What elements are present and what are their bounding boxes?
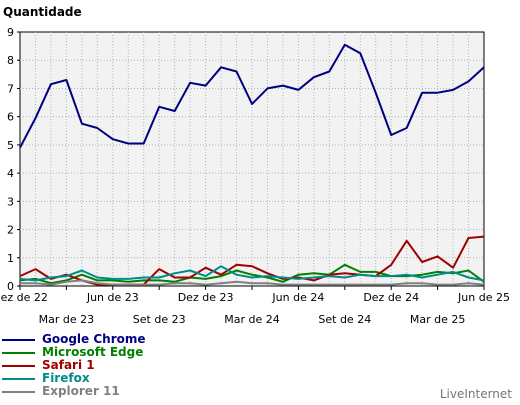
y-tick-label: 4: [7, 167, 14, 180]
chart-title: Quantidade: [3, 5, 82, 19]
x-tick-label: Mar de 24: [224, 313, 280, 326]
legend-label: Safari 1: [42, 358, 95, 372]
y-tick-label: 9: [7, 26, 14, 39]
y-tick-label: 2: [7, 224, 14, 237]
x-tick-label: Dez de 24: [363, 291, 419, 304]
x-tick-label: Jun de 23: [86, 291, 139, 304]
series-line-explorer-11: [20, 279, 485, 286]
legend-swatch: [2, 391, 35, 393]
x-tick-label: Jun de 24: [271, 291, 324, 304]
y-tick-label: 6: [7, 111, 14, 124]
y-tick-label: 1: [7, 252, 14, 265]
line-chart: Quantidade 0 1 2 3 4 5 6 7 8 9 Dez de 22 Jun de 23…: [0, 5, 510, 326]
x-tick-label: Set de 23: [133, 313, 186, 326]
y-tick-label: 8: [7, 54, 14, 67]
legend-label: Microsoft Edge: [42, 345, 144, 359]
y-tick-label: 0: [7, 280, 14, 293]
y-tick-label: 5: [7, 139, 14, 152]
legend-swatch: [2, 365, 35, 367]
legend-swatch: [2, 339, 35, 341]
legend-swatch: [2, 352, 35, 354]
x-tick-label: Mar de 23: [39, 313, 95, 326]
x-tick-label: Mar de 25: [410, 313, 466, 326]
x-tick-label: Jun de 25: [457, 291, 510, 304]
legend-label: Firefox: [42, 371, 90, 385]
series-line-microsoft-edge: [19, 263, 485, 285]
series-line-google-chrome: [19, 43, 485, 149]
liveinternet-brand[interactable]: LiveInternet: [439, 387, 512, 401]
x-tick-label: Dez de 23: [178, 291, 234, 304]
series-line-firefox: [19, 265, 485, 282]
legend-swatch: [2, 378, 35, 380]
grid: [20, 32, 484, 286]
series-line-safari-1: [19, 235, 485, 286]
x-tick-label: Set de 24: [318, 313, 371, 326]
legend-label: Google Chrome: [42, 332, 146, 346]
legend-label: Explorer 11: [42, 384, 120, 398]
x-tick-label: Dez de 22: [0, 291, 48, 304]
y-tick-label: 3: [7, 195, 14, 208]
y-tick-label: 7: [7, 82, 14, 95]
x-axis-ticks: Dez de 22 Jun de 23 Dez de 23 Jun de 24 Dez …: [0, 286, 510, 326]
series-lines: [19, 43, 485, 286]
y-axis-ticks: 0 1 2 3 4 5 6 7 8 9: [7, 26, 20, 293]
